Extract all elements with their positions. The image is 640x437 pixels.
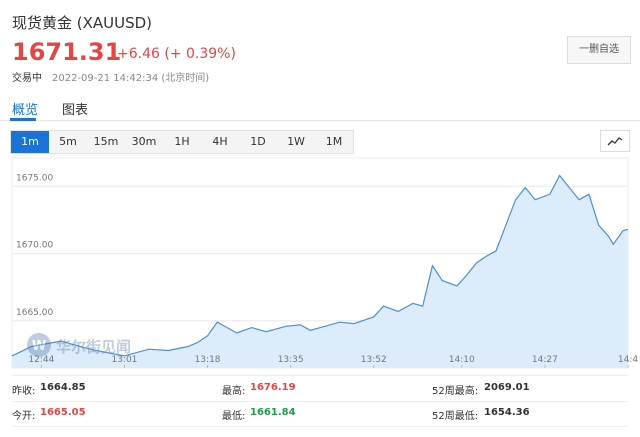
y-tick-label: 1675.00 [16, 173, 53, 183]
stat-label: 52周最高: [432, 386, 479, 397]
stat-label: 最高: [222, 386, 246, 397]
stat-label: 最低: [222, 411, 246, 422]
stat-value: 1654.36 [484, 407, 530, 418]
tab[interactable]: 图表 [62, 103, 89, 118]
x-tick-label: 14:10 [449, 355, 475, 365]
period-button[interactable]: 30m [131, 135, 157, 148]
chart-type-button[interactable] [600, 130, 630, 152]
x-tick-label: 13:35 [278, 355, 304, 365]
period-button[interactable]: 1m [11, 131, 49, 153]
logo: W [27, 333, 51, 357]
period-button[interactable]: 4H [212, 135, 228, 148]
watermark: W 华尔街见闻 [24, 330, 144, 362]
watermark-text: 华尔街见闻 [56, 338, 132, 356]
period-button[interactable]: 1H [174, 135, 190, 148]
watchlist-button[interactable]: 一删自选 [567, 36, 631, 64]
stat-value: 1664.85 [40, 382, 86, 393]
x-tick-label: 14:27 [532, 355, 558, 365]
price: 1671.31 [12, 38, 122, 66]
stat-label: 今开: [12, 411, 36, 422]
y-tick-label: 1665.00 [16, 308, 53, 318]
x-tick-label: 13:01 [111, 355, 137, 365]
area [12, 175, 628, 368]
divider [0, 120, 640, 121]
icon [607, 137, 623, 146]
tab-indicator [10, 118, 36, 121]
stat-value: 1661.84 [250, 407, 296, 418]
divider [12, 375, 628, 376]
line [11, 174, 629, 357]
title: 现货黄金 (XAUUSD) [12, 14, 153, 32]
time: 2022-09-21 14:42:34 (北京时间) [52, 73, 210, 84]
period-bar: 1m 5m 15m 30m 1H 4H 1D 1W 1M [10, 130, 354, 154]
svg-text:W: W [32, 339, 46, 354]
stat-label: 昨收: [12, 386, 36, 397]
status: 交易中 [12, 73, 42, 84]
stat-value: 1665.05 [40, 407, 86, 418]
period-button[interactable]: 1M [325, 135, 343, 148]
period-button[interactable]: 1W [287, 135, 305, 148]
x-tick-label: 13:18 [195, 355, 221, 365]
period-button[interactable]: 15m [93, 135, 119, 148]
change: +6.46 (+ 0.39%) [117, 46, 236, 62]
period-button[interactable]: 1D [250, 135, 266, 148]
period-button[interactable]: 5m [59, 135, 77, 148]
tab[interactable]: 概览 [12, 103, 39, 118]
y-tick-label: 1670.00 [16, 241, 53, 251]
divider [12, 426, 628, 427]
stat-value: 1676.19 [250, 382, 296, 393]
divider [12, 401, 628, 402]
stat-value: 2069.01 [484, 382, 530, 393]
x-tick-label: 13:52 [361, 355, 387, 365]
x-tick-label: 12:44 [28, 355, 54, 365]
chart: 1665.00 1670.00 1675.00 12:44 13:01 13:18 13:3… [11, 157, 638, 369]
stat-label: 52周最低: [432, 411, 479, 422]
x-tick-label: 14:4 [618, 355, 638, 365]
